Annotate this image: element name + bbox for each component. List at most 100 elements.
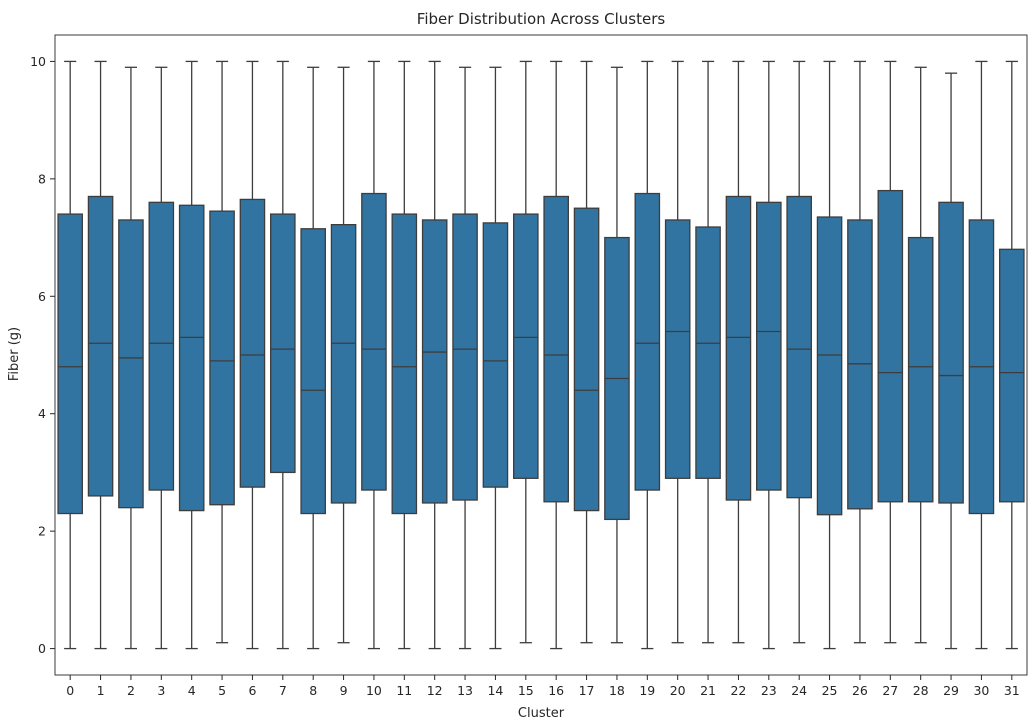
iqr-box xyxy=(482,222,509,488)
box-cluster-20 xyxy=(664,60,691,644)
box-cluster-25 xyxy=(816,60,843,650)
box-cluster-28 xyxy=(907,66,934,644)
box-cluster-2 xyxy=(118,66,144,650)
x-tick-label: 5 xyxy=(218,683,226,698)
x-tick-label: 13 xyxy=(457,683,473,698)
x-tick-label: 24 xyxy=(791,683,807,698)
box-cluster-15 xyxy=(513,60,539,644)
iqr-box xyxy=(513,213,539,479)
x-tick-label: 16 xyxy=(548,683,564,698)
x-axis: 0 1 2 3 4 5 6 7 8 9 10 11 12 13 14 15 16 17 18 19 20 21 22 23 24… xyxy=(66,675,1020,698)
iqr-box xyxy=(725,195,752,501)
x-axis-label: Cluster xyxy=(518,706,565,721)
iqr-box xyxy=(239,198,266,488)
x-tick-label: 8 xyxy=(309,683,317,698)
x-tick-label: 30 xyxy=(973,683,989,698)
x-tick-label: 22 xyxy=(730,683,746,698)
y-tick-label: 0 xyxy=(38,641,46,656)
x-tick-label: 18 xyxy=(609,683,625,698)
iqr-box xyxy=(300,228,326,515)
box-cluster-30 xyxy=(968,60,995,650)
x-tick-label: 27 xyxy=(882,683,898,698)
iqr-box xyxy=(421,219,448,504)
iqr-box xyxy=(270,213,296,474)
box-cluster-17 xyxy=(573,60,600,644)
box-cluster-14 xyxy=(482,66,509,650)
box-cluster-11 xyxy=(391,60,418,650)
box-cluster-8 xyxy=(300,66,326,650)
x-tick-label: 23 xyxy=(761,683,777,698)
x-tick-label: 4 xyxy=(188,683,196,698)
iqr-box xyxy=(756,201,782,491)
box-cluster-27 xyxy=(877,60,904,644)
plot-area xyxy=(57,60,1025,650)
iqr-box xyxy=(999,248,1025,503)
iqr-box xyxy=(695,226,721,479)
x-tick-label: 20 xyxy=(670,683,686,698)
x-tick-label: 12 xyxy=(427,683,443,698)
x-tick-label: 9 xyxy=(340,683,348,698)
box-cluster-16 xyxy=(543,60,569,650)
x-tick-label: 3 xyxy=(157,683,165,698)
y-tick-label: 6 xyxy=(38,289,46,304)
iqr-box xyxy=(573,207,600,512)
y-tick-label: 2 xyxy=(38,524,46,539)
box-cluster-19 xyxy=(634,60,661,650)
x-tick-label: 19 xyxy=(639,683,655,698)
iqr-box xyxy=(664,219,691,479)
x-tick-label: 2 xyxy=(127,683,135,698)
x-tick-label: 21 xyxy=(700,683,716,698)
chart-title: Fiber Distribution Across Clusters xyxy=(417,10,666,28)
iqr-box xyxy=(148,201,175,491)
box-cluster-21 xyxy=(695,60,721,644)
box-cluster-3 xyxy=(148,66,175,650)
box-cluster-29 xyxy=(938,72,964,650)
x-tick-label: 15 xyxy=(518,683,534,698)
iqr-box xyxy=(361,192,387,491)
x-tick-label: 26 xyxy=(852,683,868,698)
iqr-box xyxy=(391,213,418,515)
x-tick-label: 29 xyxy=(943,683,959,698)
x-tick-label: 28 xyxy=(913,683,929,698)
box-cluster-5 xyxy=(209,60,235,644)
iqr-box xyxy=(178,204,205,512)
y-axis-label: Fiber (g) xyxy=(7,327,22,381)
plot-frame xyxy=(54,34,1028,676)
iqr-box xyxy=(87,195,114,497)
x-tick-label: 6 xyxy=(248,683,256,698)
iqr-box xyxy=(877,189,904,503)
x-tick-label: 7 xyxy=(279,683,287,698)
iqr-box xyxy=(816,216,843,516)
iqr-box xyxy=(118,219,144,509)
y-axis: 0 2 4 6 8 10 xyxy=(30,54,55,656)
iqr-box xyxy=(634,192,661,491)
x-tick-label: 0 xyxy=(66,683,74,698)
x-tick-label: 1 xyxy=(97,683,105,698)
box-cluster-24 xyxy=(786,60,812,644)
iqr-box xyxy=(452,213,478,501)
iqr-box xyxy=(938,201,964,504)
box-cluster-23 xyxy=(756,60,782,650)
box-cluster-31 xyxy=(999,60,1025,650)
iqr-box xyxy=(907,236,934,503)
box-cluster-4 xyxy=(178,60,205,650)
y-tick-label: 10 xyxy=(30,54,46,69)
x-tick-label: 14 xyxy=(487,683,503,698)
box-cluster-13 xyxy=(452,66,478,650)
box-cluster-9 xyxy=(330,66,357,644)
iqr-box xyxy=(209,210,235,506)
y-tick-label: 8 xyxy=(38,171,46,186)
box-cluster-22 xyxy=(725,60,752,644)
box-cluster-7 xyxy=(270,60,296,650)
box-cluster-26 xyxy=(847,60,873,644)
y-tick-label: 4 xyxy=(38,406,46,421)
box-cluster-6 xyxy=(239,60,266,650)
iqr-box xyxy=(330,224,357,504)
x-tick-label: 11 xyxy=(396,683,412,698)
box-cluster-12 xyxy=(421,60,448,650)
box-cluster-0 xyxy=(57,60,83,650)
box-cluster-10 xyxy=(361,60,387,650)
iqr-box xyxy=(57,213,83,515)
box-cluster-18 xyxy=(604,66,630,644)
